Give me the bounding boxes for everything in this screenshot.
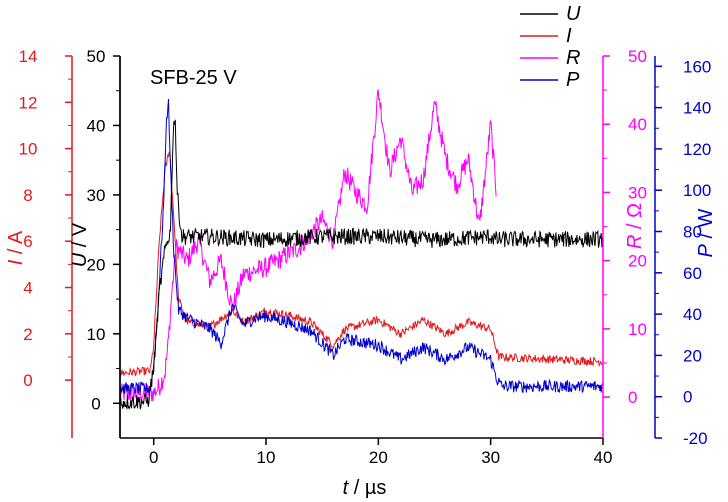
y-tick-I-label: 2 — [23, 325, 32, 344]
series-U-line — [119, 119, 604, 410]
chart-annotation: SFB-25 V — [150, 67, 237, 89]
y-tick-U-label: 30 — [87, 186, 106, 205]
y-tick-I-label: 4 — [23, 279, 32, 298]
y-tick-P-label: 100 — [683, 181, 711, 200]
y-tick-I-label: 14 — [19, 47, 38, 66]
y-tick-I-label: 0 — [23, 371, 32, 390]
y-tick-I-label: 12 — [19, 93, 38, 112]
y-tick-R-label: 50 — [628, 47, 647, 66]
y-axis-I-title: I / A — [5, 230, 27, 265]
y-tick-R-label: 10 — [628, 320, 647, 339]
x-tick-label: 0 — [149, 448, 158, 467]
y-tick-I-label: 8 — [23, 186, 32, 205]
series-R-line — [119, 89, 497, 402]
x-tick-label: 20 — [369, 448, 388, 467]
y-tick-P-label: 60 — [683, 264, 702, 283]
y-tick-P-label: 20 — [683, 346, 702, 365]
axes-layer — [65, 55, 662, 445]
y-tick-P-label: 80 — [683, 223, 702, 242]
y-tick-R-label: 0 — [628, 388, 637, 407]
legend-U-label: U — [566, 3, 581, 25]
y-tick-P-label: 40 — [683, 305, 702, 324]
y-tick-R-label: 40 — [628, 115, 647, 134]
x-axis-title: t / µs — [343, 477, 387, 499]
y-tick-R-label: 20 — [628, 252, 647, 271]
y-axis-U-title: U / V — [69, 222, 91, 267]
series-layer — [119, 89, 604, 410]
y-axis-P-title: P / W — [695, 208, 717, 257]
y-tick-P-label: -20 — [683, 429, 708, 448]
series-P-line — [119, 98, 604, 396]
y-tick-P-label: 120 — [683, 140, 711, 159]
y-tick-P-label: 140 — [683, 99, 711, 118]
y-tick-U-label: 40 — [87, 116, 106, 135]
y-tick-R-label: 30 — [628, 183, 647, 202]
x-tick-label: 40 — [594, 448, 613, 467]
legend-P-label: P — [566, 69, 580, 91]
y-tick-I-label: 6 — [23, 232, 32, 251]
x-tick-label: 10 — [257, 448, 276, 467]
y-tick-U-label: 0 — [91, 394, 100, 413]
x-tick-label: 30 — [481, 448, 500, 467]
series-I-line — [119, 151, 603, 377]
y-tick-P-label: 160 — [683, 57, 711, 76]
y-tick-I-label: 10 — [19, 140, 38, 159]
y-tick-U-label: 20 — [87, 255, 106, 274]
legend-I-label: I — [566, 25, 572, 47]
y-tick-U-label: 50 — [87, 47, 106, 66]
y-tick-P-label: 0 — [683, 388, 692, 407]
y-tick-U-label: 10 — [87, 325, 106, 344]
text-layer: 0 10 20 30 40 t / µs 0 2 4 6 8 10 12 14 I / A 0 10 20 30 40… — [5, 3, 717, 499]
y-axis-R-title: R / Ω — [624, 203, 646, 249]
legend-R-label: R — [566, 47, 580, 69]
